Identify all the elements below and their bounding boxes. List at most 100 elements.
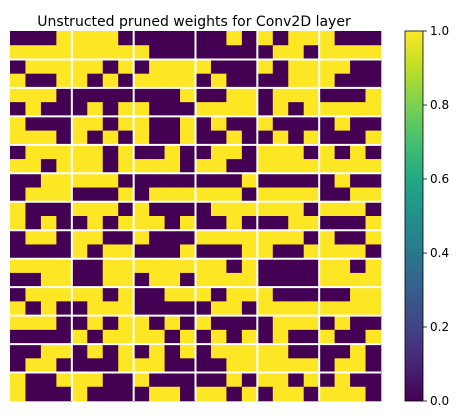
heatmap-cell bbox=[210, 144, 227, 160]
heatmap-cell bbox=[272, 102, 289, 117]
heatmap-cell bbox=[303, 116, 320, 131]
heatmap-cell bbox=[164, 344, 181, 359]
heatmap-cell bbox=[87, 329, 104, 345]
heatmap-cell bbox=[10, 244, 26, 259]
heatmap-cell bbox=[195, 116, 212, 131]
heatmap-cell bbox=[118, 130, 134, 146]
heatmap-cell bbox=[56, 87, 73, 103]
heatmap-cell bbox=[319, 116, 335, 131]
heatmap-cell bbox=[365, 45, 382, 60]
heatmap-cell bbox=[133, 45, 150, 60]
heatmap-cell bbox=[350, 287, 366, 302]
heatmap-cell bbox=[71, 329, 88, 345]
heatmap-cell bbox=[87, 187, 104, 203]
heatmap-cell bbox=[257, 216, 274, 231]
heatmap-cell bbox=[303, 386, 320, 402]
heatmap-cell bbox=[272, 386, 289, 402]
heatmap-cell bbox=[334, 258, 351, 274]
heatmap-cell bbox=[303, 258, 320, 274]
heatmap-cell bbox=[118, 116, 134, 131]
heatmap-cell bbox=[334, 159, 351, 174]
heatmap-cell bbox=[133, 272, 150, 288]
heatmap-cell bbox=[319, 144, 335, 160]
heatmap-cell bbox=[87, 258, 104, 274]
heatmap-cell bbox=[241, 87, 258, 103]
heatmap-cell bbox=[350, 315, 366, 331]
heatmap-cell bbox=[87, 130, 104, 146]
heatmap-cell bbox=[257, 31, 274, 46]
heatmap-cell bbox=[87, 216, 104, 231]
heatmap-cell bbox=[226, 358, 243, 373]
heatmap-cell bbox=[149, 344, 165, 359]
heatmap-cell bbox=[334, 187, 351, 203]
heatmap-cell bbox=[319, 187, 335, 203]
heatmap-cell bbox=[71, 386, 88, 402]
heatmap-cell bbox=[350, 159, 366, 174]
heatmap-cell bbox=[350, 187, 366, 203]
heatmap-cell bbox=[40, 116, 57, 131]
heatmap-cell bbox=[149, 73, 165, 89]
heatmap-cell bbox=[257, 87, 274, 103]
heatmap-cell bbox=[272, 45, 289, 60]
heatmap-cell bbox=[180, 73, 196, 89]
heatmap-cell bbox=[56, 201, 73, 217]
heatmap-cell bbox=[40, 45, 57, 60]
heatmap-cell bbox=[71, 216, 88, 231]
heatmap-cell bbox=[180, 87, 196, 103]
heatmap-cell bbox=[195, 329, 212, 345]
heatmap-cell bbox=[195, 258, 212, 274]
heatmap-cell bbox=[272, 315, 289, 331]
heatmap-cell bbox=[118, 201, 134, 217]
heatmap-cell bbox=[195, 358, 212, 373]
heatmap-cell bbox=[288, 258, 305, 274]
heatmap-cell bbox=[257, 358, 274, 373]
heatmap-cell bbox=[40, 344, 57, 359]
heatmap-cell bbox=[40, 102, 57, 117]
heatmap-cell bbox=[334, 116, 351, 131]
heatmap-cell bbox=[365, 258, 382, 274]
heatmap-cell bbox=[272, 272, 289, 288]
heatmap-cell bbox=[210, 301, 227, 316]
heatmap-cell bbox=[25, 344, 42, 359]
heatmap-cell bbox=[288, 173, 305, 188]
heatmap-cell bbox=[25, 315, 42, 331]
heatmap-cell bbox=[210, 130, 227, 146]
heatmap-cell bbox=[226, 329, 243, 345]
heatmap-cell bbox=[118, 230, 134, 245]
heatmap-cell bbox=[56, 31, 73, 46]
heatmap-cell bbox=[180, 344, 196, 359]
heatmap-cell bbox=[272, 159, 289, 174]
heatmap-cell bbox=[10, 31, 26, 46]
heatmap-cell bbox=[118, 301, 134, 316]
heatmap-cell bbox=[149, 45, 165, 60]
heatmap-cell bbox=[10, 258, 26, 274]
heatmap-cell bbox=[288, 116, 305, 131]
heatmap-cell bbox=[56, 73, 73, 89]
heatmap-cell bbox=[71, 87, 88, 103]
heatmap-cell bbox=[272, 358, 289, 373]
heatmap-cell bbox=[118, 358, 134, 373]
heatmap-cell bbox=[226, 301, 243, 316]
heatmap-cell bbox=[365, 187, 382, 203]
heatmap-cell bbox=[288, 372, 305, 388]
heatmap-cell bbox=[10, 59, 26, 74]
heatmap-cell bbox=[288, 230, 305, 245]
heatmap-cell bbox=[350, 344, 366, 359]
heatmap-cell bbox=[288, 386, 305, 402]
heatmap-cell bbox=[133, 159, 150, 174]
heatmap-cell bbox=[133, 116, 150, 131]
heatmap-cell bbox=[102, 87, 119, 103]
heatmap-cell bbox=[241, 344, 258, 359]
heatmap-cell bbox=[118, 159, 134, 174]
heatmap-cell bbox=[10, 230, 26, 245]
heatmap-cell bbox=[210, 258, 227, 274]
heatmap-cell bbox=[195, 73, 212, 89]
heatmap-cell bbox=[257, 329, 274, 345]
heatmap-cell bbox=[133, 329, 150, 345]
heatmap-cell bbox=[40, 372, 57, 388]
heatmap-cell bbox=[334, 45, 351, 60]
heatmap-cell bbox=[149, 216, 165, 231]
heatmap-separators bbox=[10, 31, 381, 401]
heatmap-cell bbox=[334, 173, 351, 188]
heatmap-cell bbox=[319, 287, 335, 302]
